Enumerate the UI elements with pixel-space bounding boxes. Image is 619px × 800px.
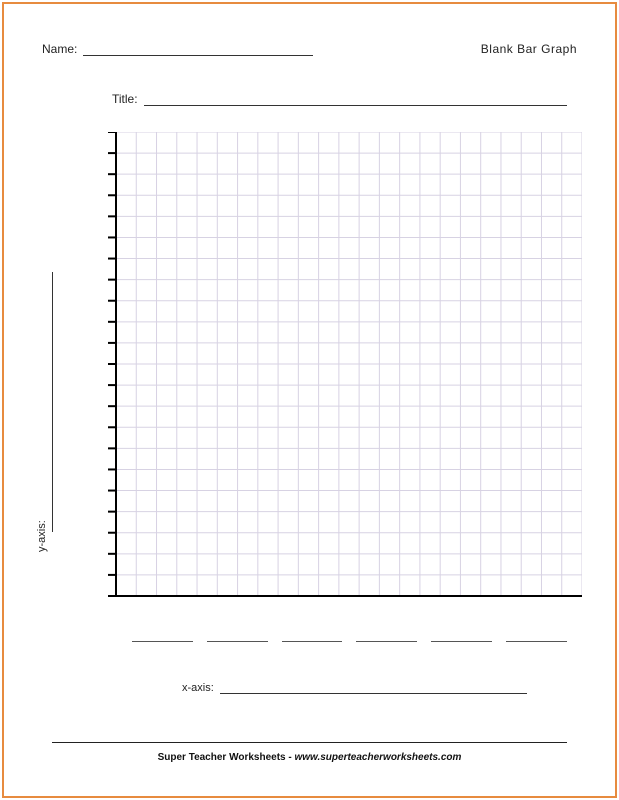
- title-blank-line[interactable]: [144, 94, 567, 106]
- name-blank-line[interactable]: [83, 44, 313, 56]
- document-title: Blank Bar Graph: [481, 42, 577, 56]
- footer-brand: Super Teacher Worksheets: [158, 752, 286, 763]
- title-row: Title:: [112, 92, 567, 106]
- category-blank-line[interactable]: [207, 632, 268, 642]
- x-axis-row: x-axis:: [182, 682, 527, 694]
- y-axis-block: y-axis:: [40, 272, 56, 572]
- category-blank-line[interactable]: [356, 632, 417, 642]
- x-axis-label: x-axis:: [182, 682, 214, 694]
- page: Name: Blank Bar Graph Title: y-axis: x-a…: [12, 12, 607, 788]
- y-axis-label: y-axis:: [36, 520, 48, 552]
- blank-grid-svg: [102, 132, 582, 602]
- category-blanks: [132, 632, 567, 642]
- footer-url: www.superteacherworksheets.com: [294, 752, 461, 763]
- footer-rule: [52, 742, 567, 743]
- category-blank-line[interactable]: [431, 632, 492, 642]
- chart-area: [102, 132, 582, 602]
- category-blank-line[interactable]: [282, 632, 343, 642]
- page-frame: Name: Blank Bar Graph Title: y-axis: x-a…: [2, 2, 617, 798]
- category-blank-line[interactable]: [132, 632, 193, 642]
- title-label: Title:: [112, 92, 138, 106]
- name-label: Name:: [42, 42, 77, 56]
- header: Name: Blank Bar Graph: [42, 42, 577, 56]
- y-axis-blank-line[interactable]: [52, 272, 53, 532]
- category-blank-line[interactable]: [506, 632, 567, 642]
- footer: Super Teacher Worksheets - www.superteac…: [12, 752, 607, 763]
- x-axis-blank-line[interactable]: [220, 684, 527, 694]
